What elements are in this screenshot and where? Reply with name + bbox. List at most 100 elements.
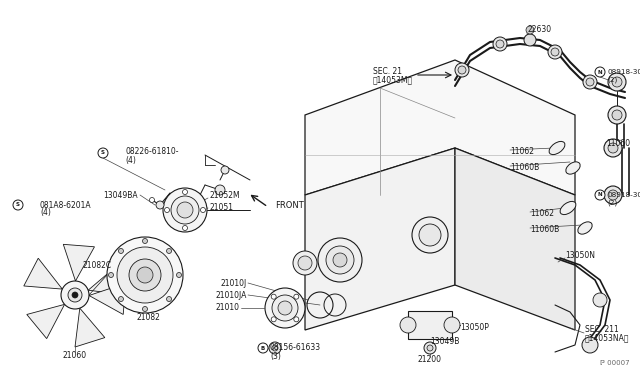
- Circle shape: [143, 238, 147, 244]
- Circle shape: [13, 200, 23, 210]
- Text: N: N: [598, 192, 602, 198]
- Text: S: S: [16, 202, 20, 208]
- Circle shape: [118, 296, 124, 302]
- Circle shape: [524, 34, 536, 46]
- Polygon shape: [27, 304, 65, 339]
- Circle shape: [200, 208, 205, 212]
- Circle shape: [608, 106, 626, 124]
- Text: (2): (2): [607, 77, 617, 83]
- Circle shape: [318, 238, 362, 282]
- Ellipse shape: [566, 162, 580, 174]
- Text: ℙ 00007: ℙ 00007: [600, 360, 630, 366]
- Text: 21051: 21051: [210, 203, 234, 212]
- Circle shape: [156, 201, 164, 209]
- Circle shape: [612, 110, 622, 120]
- Polygon shape: [89, 283, 125, 314]
- Circle shape: [455, 63, 469, 77]
- Circle shape: [604, 186, 622, 204]
- Polygon shape: [63, 244, 95, 281]
- Circle shape: [582, 337, 598, 353]
- Text: 11062: 11062: [510, 148, 534, 157]
- Circle shape: [182, 225, 188, 231]
- Text: B: B: [261, 346, 265, 350]
- Circle shape: [278, 301, 292, 315]
- Circle shape: [400, 317, 416, 333]
- Circle shape: [272, 295, 298, 321]
- Circle shape: [137, 267, 153, 283]
- Text: 。14053M〉: 。14053M〉: [373, 76, 413, 84]
- Circle shape: [326, 246, 354, 274]
- Circle shape: [164, 208, 170, 212]
- Circle shape: [72, 292, 78, 298]
- Text: (4): (4): [125, 155, 136, 164]
- Bar: [408, 311, 452, 339]
- Ellipse shape: [560, 201, 576, 215]
- Circle shape: [458, 66, 466, 74]
- Circle shape: [182, 189, 188, 195]
- Text: FRONT: FRONT: [275, 201, 304, 209]
- Circle shape: [608, 143, 618, 153]
- Text: 13050P: 13050P: [460, 324, 489, 333]
- Circle shape: [608, 73, 626, 91]
- Circle shape: [269, 342, 281, 354]
- Text: N: N: [598, 70, 602, 74]
- Polygon shape: [24, 258, 62, 289]
- Polygon shape: [305, 60, 575, 195]
- Circle shape: [333, 253, 347, 267]
- Text: 。14053NA〉: 。14053NA〉: [585, 334, 630, 343]
- Circle shape: [427, 345, 433, 351]
- Circle shape: [177, 202, 193, 218]
- Circle shape: [566, 206, 570, 210]
- Text: (4): (4): [40, 208, 51, 218]
- Polygon shape: [455, 148, 575, 330]
- Circle shape: [150, 198, 154, 202]
- Text: 13049B: 13049B: [430, 337, 460, 346]
- Circle shape: [98, 148, 108, 158]
- Text: 21060: 21060: [63, 350, 87, 359]
- Circle shape: [586, 78, 594, 86]
- Text: 13050N: 13050N: [565, 250, 595, 260]
- Text: 08226-61810-: 08226-61810-: [125, 148, 179, 157]
- Circle shape: [118, 248, 124, 253]
- Circle shape: [143, 307, 147, 311]
- Text: SEC. 21: SEC. 21: [373, 67, 402, 77]
- Circle shape: [265, 288, 305, 328]
- Circle shape: [608, 190, 618, 200]
- Text: 21082C: 21082C: [83, 260, 112, 269]
- Circle shape: [424, 342, 436, 354]
- Text: 11060B: 11060B: [530, 225, 559, 234]
- Circle shape: [129, 259, 161, 291]
- Circle shape: [551, 48, 559, 56]
- Text: 21200: 21200: [418, 356, 442, 365]
- Text: 11060B: 11060B: [510, 164, 540, 173]
- Circle shape: [215, 185, 225, 195]
- Circle shape: [271, 294, 276, 299]
- Circle shape: [221, 166, 229, 174]
- Circle shape: [419, 224, 441, 246]
- Circle shape: [294, 317, 299, 322]
- Text: 21010J: 21010J: [221, 279, 247, 288]
- Text: 11060: 11060: [606, 138, 630, 148]
- Text: 11062: 11062: [530, 208, 554, 218]
- Text: (2): (2): [607, 200, 617, 206]
- Circle shape: [68, 288, 82, 302]
- Circle shape: [583, 75, 597, 89]
- Circle shape: [109, 273, 113, 278]
- Text: 08156-61633: 08156-61633: [270, 343, 321, 353]
- Text: 13049BA: 13049BA: [104, 190, 138, 199]
- Text: 081A8-6201A: 081A8-6201A: [40, 201, 92, 209]
- Circle shape: [258, 343, 268, 353]
- Circle shape: [272, 345, 278, 351]
- Circle shape: [171, 196, 199, 224]
- Text: 08918-3081A: 08918-3081A: [607, 69, 640, 75]
- Circle shape: [298, 256, 312, 270]
- Circle shape: [548, 45, 562, 59]
- Circle shape: [583, 226, 587, 230]
- Polygon shape: [75, 308, 105, 347]
- Text: SEC. 211: SEC. 211: [585, 326, 619, 334]
- Circle shape: [177, 273, 182, 278]
- Text: S: S: [101, 151, 105, 155]
- Circle shape: [294, 294, 299, 299]
- Circle shape: [166, 296, 172, 302]
- Circle shape: [493, 37, 507, 51]
